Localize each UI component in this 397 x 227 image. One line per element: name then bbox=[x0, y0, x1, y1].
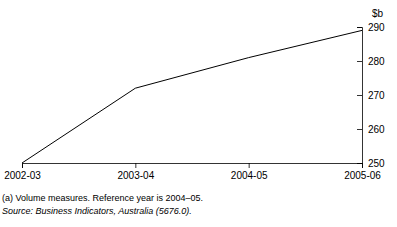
x-tick: 2004-05 bbox=[231, 163, 268, 181]
y-tick-label: 290 bbox=[368, 22, 385, 33]
y-tick: 260 bbox=[357, 124, 385, 135]
x-tick-label: 2002-03 bbox=[4, 170, 41, 181]
y-axis-title: $b bbox=[372, 8, 384, 19]
x-tick-mark bbox=[249, 163, 250, 168]
x-axis: 2002-03 2003-04 2004-05 2005-06 bbox=[4, 163, 381, 181]
footnotes: (a) Volume measures. Reference year is 2… bbox=[2, 193, 203, 216]
y-tick-label: 250 bbox=[368, 158, 385, 169]
x-axis-line bbox=[23, 164, 363, 169]
x-tick: 2003-04 bbox=[117, 163, 154, 181]
footnote: (a) Volume measures. Reference year is 2… bbox=[2, 193, 203, 203]
x-tick-mark bbox=[22, 163, 23, 168]
y-tick-mark bbox=[357, 61, 362, 62]
x-tick-label: 2003-04 bbox=[117, 170, 154, 181]
y-tick: 270 bbox=[357, 90, 385, 101]
y-tick-label: 270 bbox=[368, 90, 385, 101]
x-tick-mark bbox=[135, 163, 136, 168]
y-tick-label: 280 bbox=[368, 56, 385, 67]
y-tick-mark bbox=[357, 27, 362, 28]
y-tick-mark bbox=[357, 129, 362, 130]
y-tick: 280 bbox=[357, 56, 385, 67]
y-tick-mark bbox=[357, 95, 362, 96]
x-tick-label: 2005-06 bbox=[344, 170, 381, 181]
footnote: Source: Business Indicators, Australia (… bbox=[2, 206, 192, 216]
y-axis-line bbox=[357, 28, 363, 164]
chart: 2002-03 2003-04 2004-05 2005-06250 260 270 280… bbox=[0, 0, 397, 227]
x-tick-label: 2004-05 bbox=[231, 170, 268, 181]
data-line bbox=[22, 30, 362, 163]
y-tick-mark bbox=[357, 163, 362, 164]
y-tick-label: 260 bbox=[368, 124, 385, 135]
y-tick: 250 bbox=[357, 158, 385, 169]
y-axis: 250 260 270 280 290 bbox=[357, 22, 385, 169]
plot-area bbox=[22, 30, 362, 163]
x-tick: 2002-03 bbox=[4, 163, 41, 181]
